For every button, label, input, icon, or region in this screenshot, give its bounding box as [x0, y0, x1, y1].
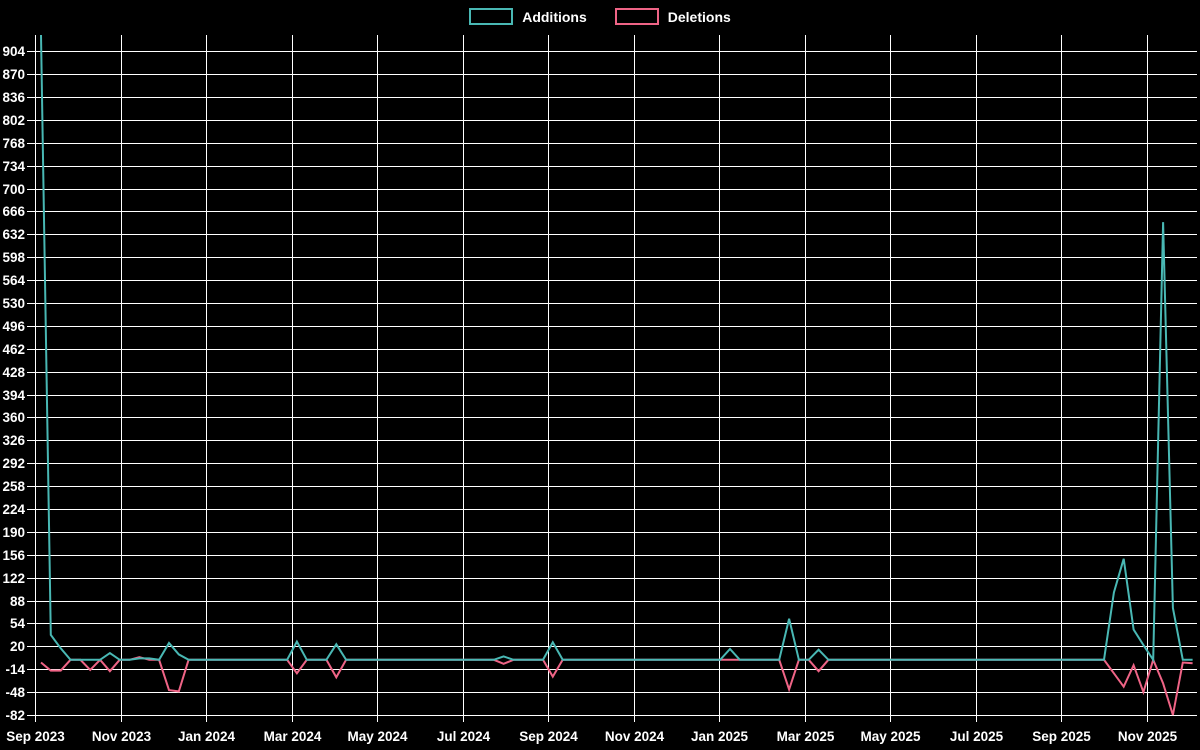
- data-series-lines: [40, 34, 1193, 716]
- y-tick-label: 122: [2, 571, 25, 586]
- y-tick-label: 734: [2, 159, 25, 174]
- y-tick-label: 224: [2, 502, 25, 517]
- y-tick-label: 326: [2, 433, 25, 448]
- y-tick-label: 428: [2, 365, 25, 380]
- x-tick-label: Jul 2024: [437, 729, 491, 744]
- y-tick-label: 632: [2, 227, 25, 242]
- y-tick-label: 564: [2, 273, 25, 288]
- x-tick-label: Jan 2025: [691, 729, 749, 744]
- deletions-swatch: [614, 8, 659, 25]
- y-tick-label: 768: [2, 136, 25, 151]
- y-tick-label: 88: [10, 594, 26, 609]
- y-tick-label: 904: [2, 44, 25, 59]
- vertical-gridlines: [35, 35, 1148, 722]
- legend-item-additions: Additions: [469, 8, 587, 25]
- y-tick-label: 258: [2, 479, 25, 494]
- deletions-line: [40, 656, 1193, 716]
- x-tick-label: Sep 2023: [6, 729, 65, 744]
- y-tick-label: 462: [2, 342, 25, 357]
- y-tick-label: 190: [2, 525, 25, 540]
- additions-line: [40, 34, 1193, 664]
- y-tick-label: 156: [2, 548, 25, 563]
- y-tick-label: 54: [10, 616, 26, 631]
- y-tick-label: 496: [2, 319, 25, 334]
- chart-legend: Additions Deletions: [0, 8, 1200, 25]
- y-tick-label: 598: [2, 250, 25, 265]
- additions-legend-label: Additions: [522, 8, 587, 25]
- deletions-legend-label: Deletions: [667, 8, 731, 25]
- y-tick-label: -14: [5, 662, 25, 677]
- x-tick-label: Nov 2025: [1118, 729, 1178, 744]
- y-tick-label: 700: [2, 182, 25, 197]
- y-tick-label: -48: [5, 685, 25, 700]
- additions-swatch: [469, 8, 514, 25]
- y-tick-label: 836: [2, 90, 25, 105]
- x-tick-label: Mar 2024: [264, 729, 322, 744]
- x-tick-label: Nov 2023: [92, 729, 152, 744]
- legend-item-deletions: Deletions: [614, 8, 731, 25]
- y-tick-label: 802: [2, 113, 25, 128]
- x-tick-label: Mar 2025: [777, 729, 835, 744]
- x-tick-label: Sep 2024: [519, 729, 578, 744]
- y-tick-label: 292: [2, 456, 25, 471]
- y-tick-label: 20: [10, 639, 25, 654]
- x-tick-label: Jul 2025: [950, 729, 1004, 744]
- y-tick-label: 870: [2, 67, 25, 82]
- y-tick-label: -82: [5, 708, 25, 723]
- x-axis-tick-labels: Sep 2023 Nov 2023 Jan 2024 Mar 2024 May 2024…: [6, 729, 1177, 744]
- x-tick-label: Sep 2025: [1032, 729, 1091, 744]
- x-tick-label: May 2025: [860, 729, 921, 744]
- x-tick-label: May 2024: [347, 729, 408, 744]
- y-axis-tick-labels: -82 -48 -14 20 54 88 122 156 190 224 258 292 326 360 3…: [2, 44, 25, 723]
- x-tick-label: Nov 2024: [605, 729, 665, 744]
- y-tick-label: 530: [2, 296, 25, 311]
- x-tick-label: Jan 2024: [178, 729, 236, 744]
- y-tick-label: 360: [2, 410, 25, 425]
- y-tick-label: 394: [2, 388, 25, 403]
- horizontal-gridlines: [27, 51, 1197, 716]
- y-tick-label: 666: [2, 204, 25, 219]
